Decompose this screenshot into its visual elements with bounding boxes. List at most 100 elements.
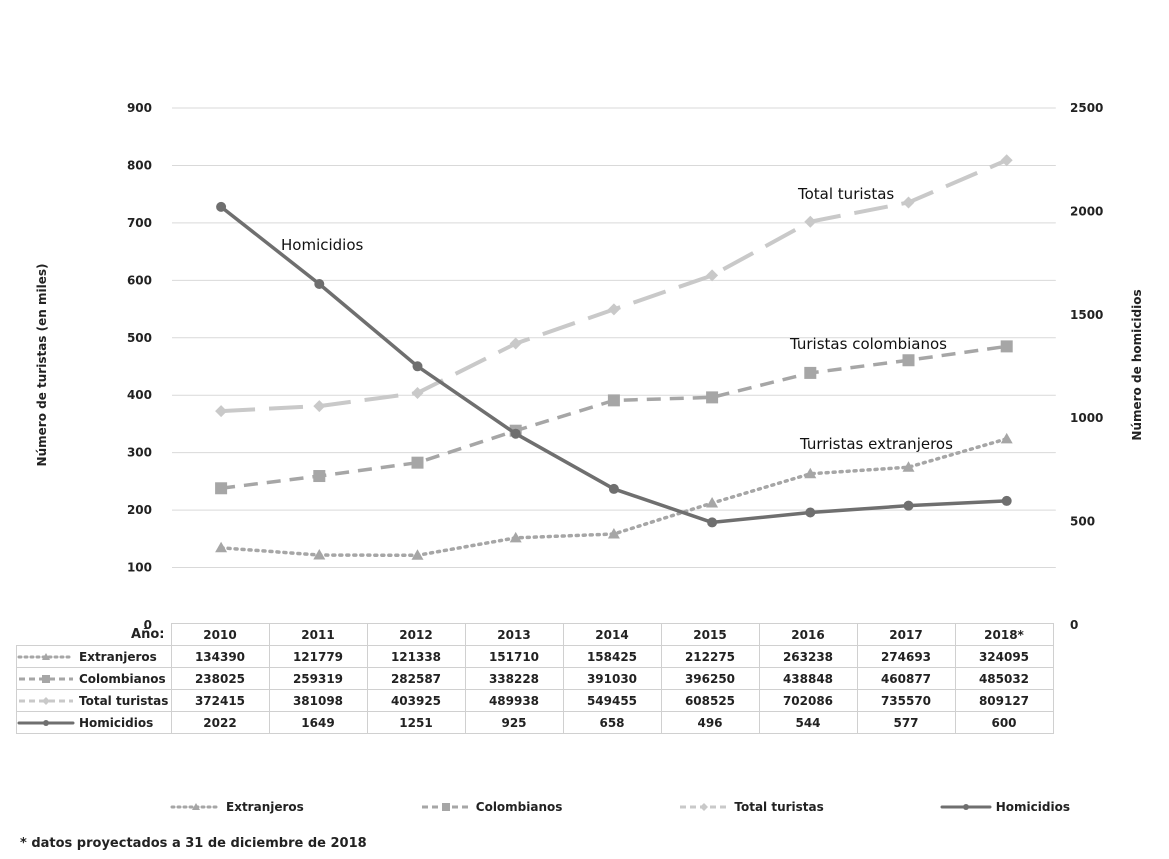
- left-axis-title: Número de turistas (en miles): [35, 264, 49, 467]
- series-colombianos: [215, 340, 1013, 495]
- data-point: [313, 470, 326, 483]
- data-point: [411, 386, 424, 399]
- data-point: [607, 303, 620, 316]
- legend-swatch: [17, 652, 75, 660]
- right-tick-label: 500: [1070, 515, 1095, 529]
- table-cell: 658: [562, 711, 662, 734]
- table-cell: 544: [758, 711, 858, 734]
- legend-label: Extranjeros: [226, 800, 304, 814]
- table-row-header: Total turistas: [16, 689, 172, 712]
- data-point: [215, 405, 228, 418]
- table-cell: 338228: [464, 667, 564, 690]
- table-cell: 212275: [660, 645, 760, 668]
- series-total-turistas: [215, 154, 1013, 418]
- table-header-row: Año: 2010 2011 2012 2013 2014 2015 2016 2017 2018…: [16, 623, 1054, 646]
- data-point: [805, 507, 816, 518]
- legend-marker: [42, 652, 50, 660]
- table-cell: 809127: [954, 689, 1054, 712]
- right-tick-label: 2000: [1070, 204, 1103, 218]
- table-cell: 1251: [366, 711, 466, 734]
- right-tick-label: 1000: [1070, 411, 1103, 425]
- table-cell: 396250: [660, 667, 760, 690]
- right-tick-label: 1500: [1070, 308, 1103, 322]
- table-row-header: Extranjeros: [16, 645, 172, 668]
- table-cell: 381098: [268, 689, 368, 712]
- series-annotation: Homicidios: [281, 236, 364, 254]
- table-header-cell: 2016: [758, 623, 858, 646]
- table-header-cell: 2015: [660, 623, 760, 646]
- table-cell: 274693: [856, 645, 956, 668]
- table-row-header: Homicidios: [16, 711, 172, 734]
- data-point: [411, 456, 424, 469]
- left-tick-label: 400: [127, 388, 152, 402]
- data-point: [1000, 432, 1013, 444]
- data-point: [706, 391, 719, 404]
- table-cell: 460877: [856, 667, 956, 690]
- legend-item: Colombianos: [420, 800, 562, 814]
- legend-swatch: [17, 719, 75, 726]
- table-cell: 549455: [562, 689, 662, 712]
- table-cell: 485032: [954, 667, 1054, 690]
- legend-marker: [192, 803, 200, 810]
- legend-swatch: [421, 803, 470, 811]
- legend-swatch: [170, 803, 222, 810]
- table-row: Extranjeros 134390 121779 121338 151710 15842…: [16, 645, 1054, 668]
- table-cell: 151710: [464, 645, 564, 668]
- table-cell: 577: [856, 711, 956, 734]
- table-cell: 403925: [366, 689, 466, 712]
- table-cell: 158425: [562, 645, 662, 668]
- table-cell: 1649: [268, 711, 368, 734]
- data-point: [608, 483, 619, 494]
- data-point: [607, 394, 620, 407]
- left-tick-label: 900: [127, 101, 152, 115]
- footnote: * datos proyectados a 31 de diciembre de…: [20, 836, 367, 851]
- table-cell: 282587: [366, 667, 466, 690]
- series-annotation: Total turistas: [797, 185, 894, 203]
- table-header-cell: 2014: [562, 623, 662, 646]
- series-homicidios: [216, 201, 1012, 528]
- data-point: [412, 361, 423, 372]
- data-point: [707, 517, 718, 528]
- table-header-cell: 2011: [268, 623, 368, 646]
- right-axis-title: Número de homicidios: [1130, 289, 1144, 440]
- data-point: [903, 500, 914, 511]
- left-tick-label: 300: [127, 446, 152, 460]
- data-point: [313, 400, 326, 413]
- table-cell: 735570: [856, 689, 956, 712]
- data-point: [215, 541, 228, 553]
- table-cell: 259319: [268, 667, 368, 690]
- series-annotation: Turistas colombianos: [789, 335, 947, 353]
- left-tick-label: 600: [127, 273, 152, 287]
- table-row-header: Colombianos: [16, 667, 172, 690]
- table-cell: 489938: [464, 689, 564, 712]
- legend-item: Extranjeros: [170, 800, 304, 814]
- data-point: [510, 428, 521, 439]
- data-point: [1001, 495, 1012, 506]
- right-tick-label: 2500: [1070, 101, 1103, 115]
- legend-swatch: [19, 696, 73, 705]
- legend-marker: [962, 804, 969, 810]
- left-tick-label: 200: [127, 503, 152, 517]
- table-cell: 238025: [170, 667, 270, 690]
- data-point: [902, 354, 915, 367]
- data-point: [804, 366, 817, 379]
- table-corner-label: Año:: [16, 623, 172, 646]
- table-header-cell: 2013: [464, 623, 564, 646]
- table-row-label: Homicidios: [79, 715, 154, 730]
- table-header-cell: 2018*: [954, 623, 1054, 646]
- data-point: [1000, 340, 1013, 353]
- data-point: [804, 215, 817, 228]
- legend-item: Homicidios: [940, 800, 1070, 814]
- series-extranjeros: [215, 432, 1013, 560]
- table-cell: 2022: [170, 711, 270, 734]
- legend-swatch: [19, 674, 73, 683]
- table-cell: 925: [464, 711, 564, 734]
- legend: Extranjeros Colombianos Total turistas Homi…: [170, 800, 1070, 814]
- left-tick-label: 100: [127, 561, 152, 575]
- data-point: [902, 461, 915, 472]
- left-tick-label: 800: [127, 158, 152, 172]
- series-annotation: Turristas extranjeros: [799, 435, 953, 453]
- data-point: [216, 201, 227, 212]
- table-row-label: Total turistas: [79, 693, 169, 708]
- table-cell: 121779: [268, 645, 368, 668]
